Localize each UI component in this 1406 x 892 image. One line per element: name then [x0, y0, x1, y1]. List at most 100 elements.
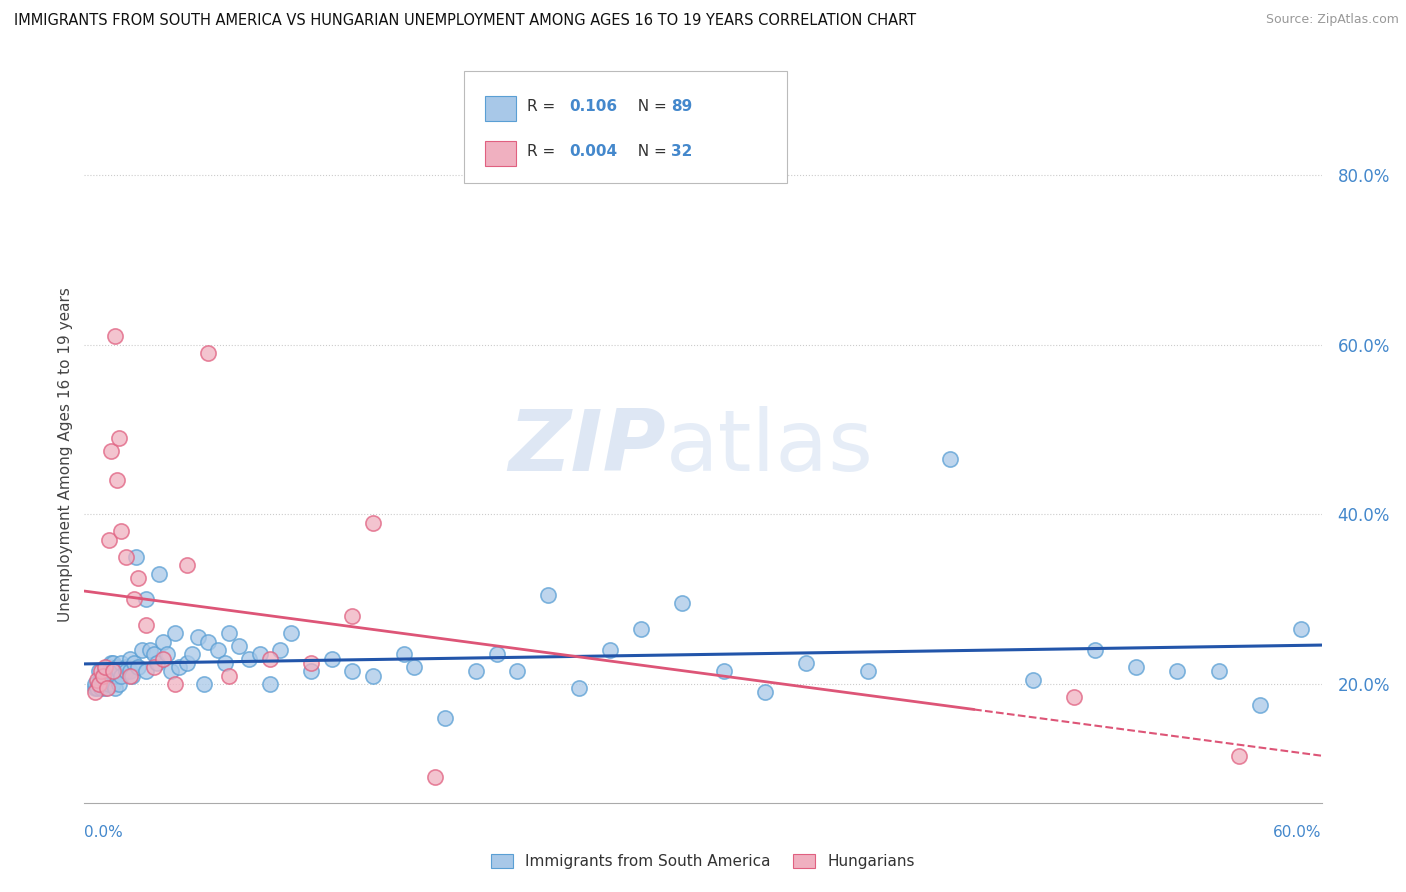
- Point: [1125, 660, 1147, 674]
- Text: 0.106: 0.106: [569, 99, 617, 114]
- Text: IMMIGRANTS FROM SOUTH AMERICA VS HUNGARIAN UNEMPLOYMENT AMONG AGES 16 TO 19 YEAR: IMMIGRANTS FROM SOUTH AMERICA VS HUNGARI…: [14, 13, 917, 29]
- Point: [83, 685, 105, 699]
- Text: 89: 89: [671, 99, 692, 114]
- Point: [86, 673, 108, 687]
- Point: [105, 668, 128, 682]
- Point: [259, 651, 281, 665]
- Point: [1166, 665, 1188, 679]
- Point: [135, 665, 157, 679]
- Point: [96, 660, 118, 674]
- Point: [1208, 665, 1230, 679]
- Point: [104, 681, 127, 696]
- Point: [91, 668, 114, 682]
- Point: [167, 660, 190, 674]
- Point: [671, 596, 693, 610]
- Point: [187, 631, 209, 645]
- Point: [713, 665, 735, 679]
- Point: [165, 677, 187, 691]
- Point: [110, 656, 132, 670]
- Point: [1227, 749, 1250, 764]
- Text: 32: 32: [671, 145, 692, 160]
- Point: [228, 639, 250, 653]
- Point: [114, 665, 136, 679]
- Point: [96, 668, 118, 682]
- Point: [342, 665, 364, 679]
- Point: [94, 665, 117, 679]
- Point: [180, 648, 202, 662]
- Point: [434, 711, 457, 725]
- Point: [139, 643, 162, 657]
- Point: [259, 677, 281, 691]
- Point: [86, 681, 108, 696]
- Text: 0.0%: 0.0%: [84, 825, 124, 840]
- Point: [143, 648, 166, 662]
- Point: [1084, 643, 1107, 657]
- Point: [152, 634, 174, 648]
- Point: [423, 770, 446, 784]
- Point: [165, 626, 187, 640]
- Point: [568, 681, 591, 696]
- Point: [94, 673, 117, 687]
- Point: [103, 677, 125, 691]
- Point: [143, 660, 166, 674]
- Text: 60.0%: 60.0%: [1274, 825, 1322, 840]
- Point: [131, 643, 153, 657]
- Point: [214, 656, 236, 670]
- Point: [91, 677, 114, 691]
- Y-axis label: Unemployment Among Ages 16 to 19 years: Unemployment Among Ages 16 to 19 years: [58, 287, 73, 623]
- Point: [118, 668, 141, 682]
- Point: [392, 648, 415, 662]
- Point: [90, 681, 112, 696]
- Point: [90, 673, 112, 687]
- Point: [127, 660, 149, 674]
- Point: [218, 668, 240, 682]
- Point: [135, 592, 157, 607]
- Point: [197, 634, 219, 648]
- Point: [98, 665, 121, 679]
- Point: [108, 431, 131, 445]
- Legend: Immigrants from South America, Hungarians: Immigrants from South America, Hungarian…: [485, 847, 921, 875]
- Text: N =: N =: [628, 145, 672, 160]
- Point: [321, 651, 343, 665]
- Point: [197, 346, 219, 360]
- Point: [83, 681, 105, 696]
- Point: [145, 656, 167, 670]
- Point: [114, 660, 136, 674]
- Point: [100, 660, 122, 674]
- Point: [108, 677, 131, 691]
- Point: [630, 622, 652, 636]
- Point: [193, 677, 215, 691]
- Point: [299, 656, 322, 670]
- Text: Source: ZipAtlas.com: Source: ZipAtlas.com: [1265, 13, 1399, 27]
- Point: [299, 665, 322, 679]
- Point: [103, 656, 125, 670]
- Point: [127, 571, 149, 585]
- Point: [118, 665, 141, 679]
- Point: [114, 549, 136, 564]
- Point: [104, 329, 127, 343]
- Point: [91, 668, 114, 682]
- Point: [404, 660, 426, 674]
- Point: [465, 665, 488, 679]
- Text: atlas: atlas: [666, 407, 875, 490]
- Text: ZIP: ZIP: [508, 407, 666, 490]
- Point: [506, 665, 529, 679]
- Point: [98, 533, 121, 547]
- Text: N =: N =: [628, 99, 672, 114]
- Point: [148, 566, 170, 581]
- Point: [100, 665, 122, 679]
- Point: [121, 668, 143, 682]
- Point: [1063, 690, 1085, 704]
- Point: [152, 651, 174, 665]
- Point: [160, 665, 183, 679]
- Text: 0.004: 0.004: [569, 145, 617, 160]
- Point: [218, 626, 240, 640]
- Point: [342, 609, 364, 624]
- Point: [361, 668, 384, 682]
- Text: R =: R =: [527, 99, 561, 114]
- Text: R =: R =: [527, 145, 561, 160]
- Point: [94, 660, 117, 674]
- Point: [110, 668, 132, 682]
- Point: [122, 656, 145, 670]
- Point: [1249, 698, 1271, 713]
